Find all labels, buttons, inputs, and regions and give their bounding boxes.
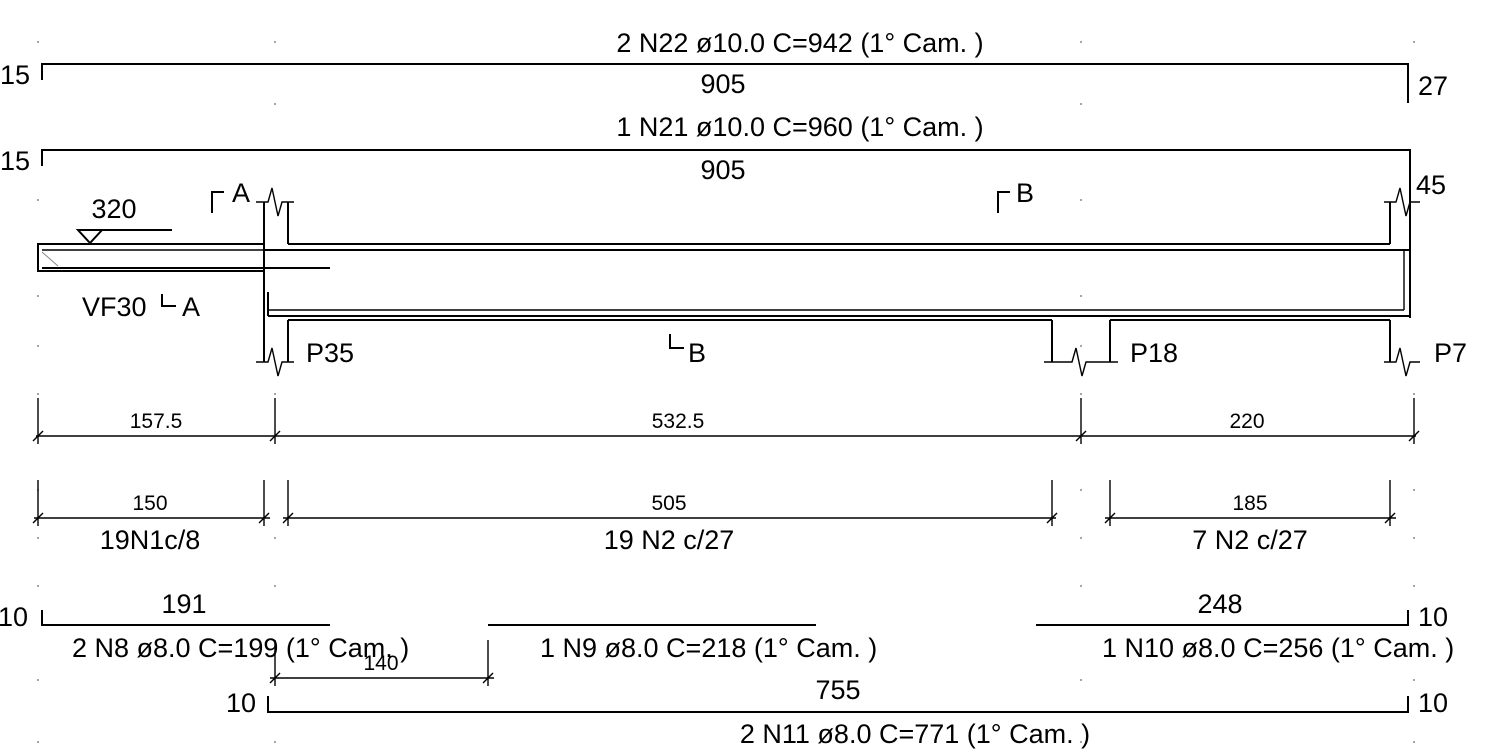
bar-n10-label: 1 N10 ø8.0 C=256 (1° Cam. ) (1102, 633, 1454, 663)
span-dimensions: 157.5 532.5 220 (32, 398, 1420, 444)
bar-n21-right-hook: 45 (1416, 170, 1446, 200)
stirrup-zone-1-label: 19N1c/8 (100, 525, 201, 555)
bar-n21-shape (41, 149, 1411, 196)
span-2: 532.5 (652, 410, 705, 433)
beam-level: 320 (91, 194, 136, 224)
bar-n9: 1 N9 ø8.0 C=218 (1° Cam. ) 140 (269, 624, 877, 686)
bar-n9-label: 1 N9 ø8.0 C=218 (1° Cam. ) (540, 633, 877, 663)
bar-n11-right-hook: 10 (1418, 688, 1448, 718)
support-p18: P18 (1130, 338, 1178, 368)
break-line-p35-top (256, 187, 294, 217)
bar-n8-length: 191 (161, 589, 206, 619)
bar-n22-label: 2 N22 ø10.0 C=942 (1° Cam. ) (616, 28, 983, 58)
section-a-bottom-mark (161, 294, 176, 307)
bar-n21-left-hook: 15 (0, 146, 30, 176)
bar-n10: 248 10 1 N10 ø8.0 C=256 (1° Cam. ) (1036, 589, 1454, 663)
section-b-top-label: B (1016, 178, 1034, 208)
span-3: 220 (1229, 410, 1264, 433)
bar-n22-shape (41, 63, 1409, 103)
break-line-p7-bottom (1384, 347, 1420, 377)
grid-dots (37, 41, 1415, 743)
bar-n10-length: 248 (1197, 589, 1242, 619)
span-1: 157.5 (130, 410, 183, 433)
bar-n11-shape (267, 696, 1409, 713)
bar-n11-label: 2 N11 ø8.0 C=771 (1° Cam. ) (740, 719, 1090, 749)
bar-n10-shape (1036, 610, 1409, 626)
bar-n21-length: 905 (700, 155, 745, 185)
bar-n8-shape (41, 610, 330, 626)
level-triangle-icon (75, 229, 105, 245)
bar-n10-right-hook: 10 (1418, 602, 1448, 632)
bar-n11-left-hook: 10 (226, 688, 256, 718)
stirrup-zone-3-label: 7 N2 c/27 (1192, 525, 1308, 555)
stirrup-zone-1-length: 150 (132, 492, 167, 515)
bar-n21: 1 N21 ø10.0 C=960 (1° Cam. ) 905 15 45 (0, 112, 1446, 200)
section-a-top-label: A (232, 178, 250, 208)
bar-n22-length: 905 (700, 69, 745, 99)
stirrup-zones: 150 19N1c/8 505 19 N2 c/27 185 7 N2 c/27 (32, 480, 1396, 555)
section-b-bottom-mark (669, 334, 684, 349)
support-p7: P7 (1434, 338, 1467, 368)
cantilever-slab (37, 243, 265, 272)
bar-n8-label: 2 N8 ø8.0 C=199 (1° Cam. ) (72, 633, 409, 663)
bar-n22-left-hook: 15 (0, 60, 30, 90)
section-b-bottom-label: B (688, 338, 706, 368)
bar-n8: 191 10 2 N8 ø8.0 C=199 (1° Cam. ) (0, 589, 409, 663)
section-a-top-mark (211, 191, 224, 213)
section-b-top-mark (997, 191, 1010, 213)
stirrup-zone-2-label: 19 N2 c/27 (604, 525, 735, 555)
section-a-bottom-label: A (182, 292, 200, 322)
break-line-p35-bottom (256, 347, 294, 377)
stirrup-zone-3-length: 185 (1232, 492, 1267, 515)
support-p35: P35 (306, 338, 354, 368)
bar-n11-length: 755 (815, 675, 860, 705)
bar-n22: 2 N22 ø10.0 C=942 (1° Cam. ) 905 15 27 (0, 28, 1448, 103)
beam-name: VF30 (82, 292, 147, 322)
bar-n22-right-hook: 27 (1418, 71, 1448, 101)
stirrup-zone-2-length: 505 (651, 492, 686, 515)
bar-n9-offset: 140 (363, 652, 398, 675)
break-line-p7-top (1384, 187, 1420, 217)
bar-n11: 755 10 10 2 N11 ø8.0 C=771 (1° Cam. ) (226, 675, 1448, 749)
beam-elevation: 320 A B VF30 A B (37, 178, 1467, 377)
bar-n21-label: 1 N21 ø10.0 C=960 (1° Cam. ) (616, 112, 983, 142)
bar-n8-left-hook: 10 (0, 602, 28, 632)
break-line-p18-bottom (1044, 347, 1118, 377)
